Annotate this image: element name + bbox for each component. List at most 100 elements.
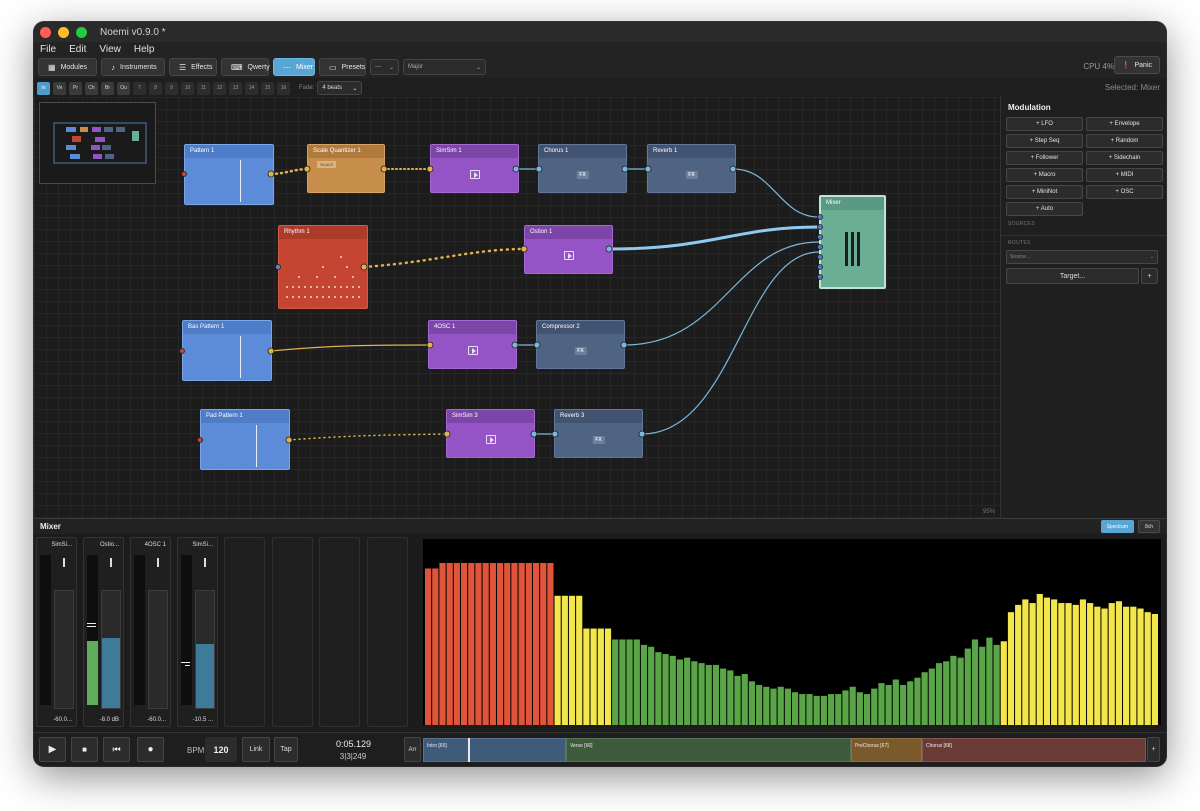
volume-fader[interactable] (101, 590, 121, 709)
volume-fader[interactable] (195, 590, 215, 709)
maximize-window-button[interactable] (76, 26, 87, 38)
pan-indicator[interactable] (110, 558, 112, 567)
channel-7[interactable]: 7 (133, 81, 146, 95)
channel-8[interactable]: 8 (149, 81, 162, 95)
volume-fader[interactable] (54, 590, 74, 709)
menu-file[interactable]: File (40, 43, 57, 55)
node-rhythm-1[interactable]: Rhythm 1 (278, 225, 368, 309)
minimize-window-button[interactable] (58, 26, 69, 38)
add-midi-button[interactable]: + MIDI (1086, 168, 1163, 182)
spectrum-bar (648, 646, 655, 725)
node-reverb-1[interactable]: Reverb 1 FX (647, 144, 736, 193)
instruments-button[interactable]: ♪ Instruments (101, 58, 165, 76)
node-chorus-1[interactable]: Chorus 1 FX (538, 144, 627, 193)
add-step-seq-button[interactable]: + Step Seq (1006, 134, 1083, 148)
channel-10[interactable]: 10 (181, 81, 194, 95)
node-bass-pattern-1[interactable]: Bas Pattern 1 (182, 320, 272, 381)
add-auto-button[interactable]: + Auto (1006, 202, 1083, 216)
scale-select[interactable]: Major ⌄ (403, 59, 486, 75)
transport-bar: ▶ ■ ⏮ ● BPM 120 Link Tap 0:05.129 3|3|24… (34, 732, 1166, 766)
add-random-button[interactable]: + Random (1086, 134, 1163, 148)
spectrum-bar (532, 563, 540, 725)
volume-fader[interactable] (148, 590, 168, 709)
spectrum-button[interactable]: Spectrum (1100, 520, 1134, 533)
open-editor-icon[interactable] (563, 251, 574, 260)
section-chorus[interactable]: Chorus [68] (922, 738, 1146, 762)
tap-button[interactable]: Tap (274, 737, 298, 762)
node-pattern-1[interactable]: Pattern 1 (184, 144, 274, 205)
close-window-button[interactable] (40, 26, 51, 38)
channel-in[interactable]: In (37, 81, 50, 95)
panic-button[interactable]: ❗ Panic (1113, 56, 1160, 74)
pan-indicator[interactable] (204, 558, 206, 567)
channel-ve[interactable]: Ve (53, 81, 66, 95)
channel-ch[interactable]: Ch (85, 81, 98, 95)
node-simsim-1[interactable]: SimSim 1 (430, 144, 519, 193)
node-mixer[interactable]: Mixer (819, 195, 886, 289)
section-verse[interactable]: Verse [66] (566, 738, 851, 762)
play-button[interactable]: ▶ (39, 737, 66, 762)
link-button[interactable]: Link (242, 737, 270, 762)
add-section-button[interactable]: + (1147, 737, 1160, 762)
node-ostion-1[interactable]: Ostion 1 (524, 225, 613, 274)
spectrum-bar (482, 563, 489, 725)
channel-14[interactable]: 14 (245, 81, 258, 95)
bpm-input[interactable]: 120 (205, 737, 237, 762)
fade-select[interactable]: 4 beats ⌄ (317, 81, 363, 95)
node-reverb-3[interactable]: Reverb 3 FX (554, 409, 643, 458)
node-4osc-1[interactable]: 4OSC 1 (428, 320, 517, 369)
menu-edit[interactable]: Edit (69, 43, 87, 55)
fade-label: Fade: (299, 85, 315, 91)
channel-11[interactable]: 11 (197, 81, 210, 95)
open-editor-icon[interactable] (469, 170, 480, 179)
section-prechorus[interactable]: PreChorus [67] (851, 738, 922, 762)
rewind-button[interactable]: ⏮ (103, 737, 130, 762)
add-macro-button[interactable]: + Macro (1006, 168, 1083, 182)
qwerty-button[interactable]: ⌨ Qwerty (221, 58, 270, 76)
open-editor-icon[interactable] (467, 346, 478, 355)
minimap[interactable] (39, 102, 156, 184)
root-note-select[interactable]: --- ⌄ (370, 59, 399, 75)
add-follower-button[interactable]: + Follower (1006, 151, 1083, 165)
channel-16[interactable]: 16 (277, 81, 290, 95)
effects-button[interactable]: ☰ Effects (169, 58, 217, 76)
add-osc-button[interactable]: + OSC (1086, 185, 1163, 199)
add-envelope-button[interactable]: + Envelope (1086, 117, 1163, 131)
node-pad-pattern-1[interactable]: Pad Pattern 1 (200, 409, 290, 470)
mixer-button[interactable]: ⋯ Mixer (273, 58, 315, 76)
zoom-level: 95% (982, 509, 995, 515)
modules-button[interactable]: ▦ Modules (38, 58, 97, 76)
add-sidechain-button[interactable]: + Sidechain (1086, 151, 1163, 165)
empty-channel-strip (319, 537, 360, 727)
8ch-button[interactable]: 8ch (1138, 520, 1160, 533)
add-lfo-button[interactable]: + LFO (1006, 117, 1083, 131)
arrangement-button[interactable]: Arr (404, 737, 421, 762)
channel-pr[interactable]: Pr (69, 81, 82, 95)
menu-help[interactable]: Help (133, 43, 155, 55)
add-mininot-button[interactable]: + MiniNot (1006, 185, 1083, 199)
node-compressor-2[interactable]: Compressor 2 FX (536, 320, 625, 369)
source-select[interactable]: Source... ⌄ (1006, 250, 1158, 264)
spectrum-bar (640, 644, 648, 725)
add-route-button[interactable]: + (1141, 268, 1158, 284)
record-button[interactable]: ● (137, 737, 164, 762)
channel-12[interactable]: 12 (213, 81, 226, 95)
section-intro[interactable]: Intro [65] (423, 738, 566, 762)
open-editor-icon[interactable] (485, 435, 496, 444)
pan-indicator[interactable] (157, 558, 159, 567)
target-button[interactable]: Target... (1006, 268, 1139, 284)
pan-indicator[interactable] (63, 558, 65, 567)
stop-button[interactable]: ■ (71, 737, 98, 762)
channel-15[interactable]: 15 (261, 81, 274, 95)
channel-ou[interactable]: Ou (117, 81, 130, 95)
playhead[interactable] (468, 738, 470, 762)
node-scale-quantizer[interactable]: Scale Quantizer 1 SCALE (307, 144, 385, 193)
presets-button[interactable]: ▭ Presets (319, 58, 366, 76)
channel-13[interactable]: 13 (229, 81, 242, 95)
node-simsim-3[interactable]: SimSim 3 (446, 409, 535, 458)
menu-view[interactable]: View (99, 43, 121, 55)
channel-br[interactable]: Br (101, 81, 114, 95)
spectrum-bar (1123, 606, 1130, 725)
node-canvas[interactable]: Pattern 1 Scale Quantizer 1 SCALE SimSim… (34, 97, 1000, 518)
channel-9[interactable]: 9 (165, 81, 178, 95)
